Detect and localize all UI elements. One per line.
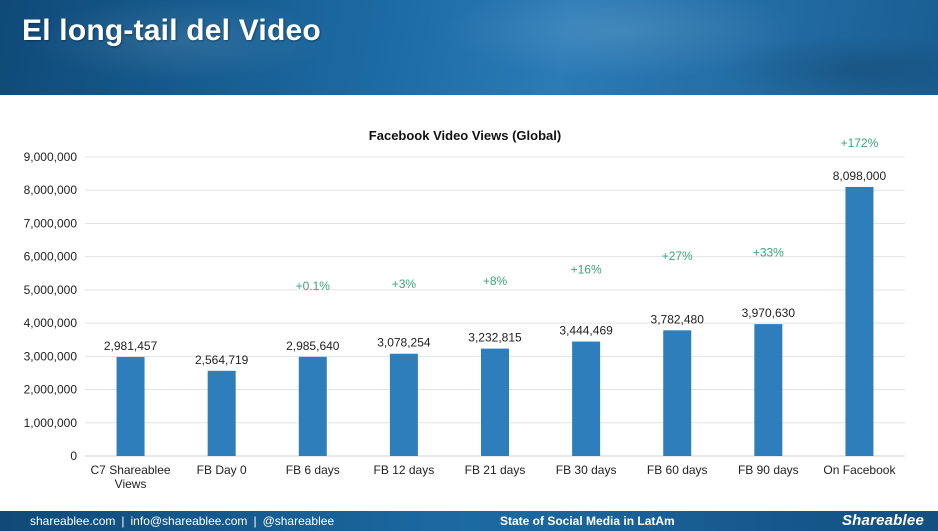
y-tick-label: 7,000,000 <box>24 216 78 230</box>
slide-title: El long-tail del Video <box>22 14 321 47</box>
y-tick-label: 3,000,000 <box>24 349 78 363</box>
y-axis: 0 1,000,000 2,000,000 3,000,000 4,000,000 5,0… <box>24 150 78 463</box>
x-tick-label: FB 21 days <box>465 463 526 477</box>
y-tick-label: 8,000,000 <box>24 183 78 197</box>
growth-label: +33% <box>753 246 784 260</box>
growth-labels: +0.1% +3% +8% +16% +27% +33% +172% <box>296 136 879 293</box>
bar <box>116 356 145 456</box>
bar <box>481 348 509 456</box>
bar-value-label: 3,970,630 <box>742 306 796 320</box>
bar-value-label: 3,232,815 <box>468 331 522 345</box>
x-tick-label: FB 90 days <box>738 463 799 477</box>
footer-separator: | <box>253 514 257 528</box>
bar-value-label: 8,098,000 <box>833 169 887 183</box>
footer-email-link[interactable]: info@shareablee.com <box>130 514 248 528</box>
bar <box>572 341 601 456</box>
growth-label: +172% <box>841 136 879 150</box>
bar-value-label: 3,078,254 <box>377 336 431 350</box>
bar <box>754 324 783 456</box>
growth-label: +16% <box>571 262 602 276</box>
bar-chart: 0 1,000,000 2,000,000 3,000,000 4,000,000 5,0… <box>24 128 905 491</box>
bar <box>389 353 418 456</box>
footer-separator: | <box>121 514 125 528</box>
y-tick-label: 0 <box>70 449 77 463</box>
x-tick-label: FB 6 days <box>286 463 340 477</box>
growth-label: +27% <box>662 249 693 263</box>
growth-label: +8% <box>483 274 508 288</box>
bar-value-label: 3,782,480 <box>651 312 705 326</box>
x-tick-label: FB Day 0 <box>197 463 247 477</box>
bar-value-label: 2,564,719 <box>195 353 249 367</box>
bars <box>116 186 874 457</box>
y-tick-label: 4,000,000 <box>24 316 78 330</box>
chart-title: Facebook Video Views (Global) <box>369 128 561 143</box>
bar <box>207 370 236 456</box>
y-tick-label: 1,000,000 <box>24 416 78 430</box>
bar-value-label: 2,981,457 <box>104 339 158 353</box>
bar-value-label: 2,985,640 <box>286 339 340 353</box>
chart-area: 0 1,000,000 2,000,000 3,000,000 4,000,000 5,0… <box>0 95 938 511</box>
footer-handle-link[interactable]: @shareablee <box>262 514 335 528</box>
bar <box>845 186 874 457</box>
x-tick-label: C7 Shareablee <box>91 463 171 477</box>
bar <box>663 330 692 456</box>
bar-value-label: 3,444,469 <box>559 324 613 338</box>
slide-header: El long-tail del Video <box>0 0 938 95</box>
y-tick-label: 2,000,000 <box>24 383 78 397</box>
shareablee-logo: Shareablee <box>841 512 924 529</box>
footer-report-title: State of Social Media in LatAm <box>500 514 675 528</box>
value-labels: 2,981,457 2,564,719 2,985,640 3,078,254 3,23… <box>104 169 887 367</box>
y-tick-label: 9,000,000 <box>24 150 78 164</box>
bar <box>298 356 327 456</box>
slide-footer: shareablee.com | info@shareablee.com | @shar… <box>0 511 938 531</box>
footer-contacts: shareablee.com | info@shareablee.com | @shar… <box>30 514 334 528</box>
growth-label: +3% <box>392 277 417 291</box>
footer-website-link[interactable]: shareablee.com <box>30 514 116 528</box>
x-tick-label: On Facebook <box>823 463 896 477</box>
y-tick-label: 6,000,000 <box>24 250 78 264</box>
growth-label: +0.1% <box>296 279 331 293</box>
x-tick-label: FB 30 days <box>556 463 617 477</box>
x-tick-label: FB 60 days <box>647 463 708 477</box>
x-tick-label: Views <box>115 477 147 491</box>
x-tick-label: FB 12 days <box>374 463 435 477</box>
y-tick-label: 5,000,000 <box>24 283 78 297</box>
